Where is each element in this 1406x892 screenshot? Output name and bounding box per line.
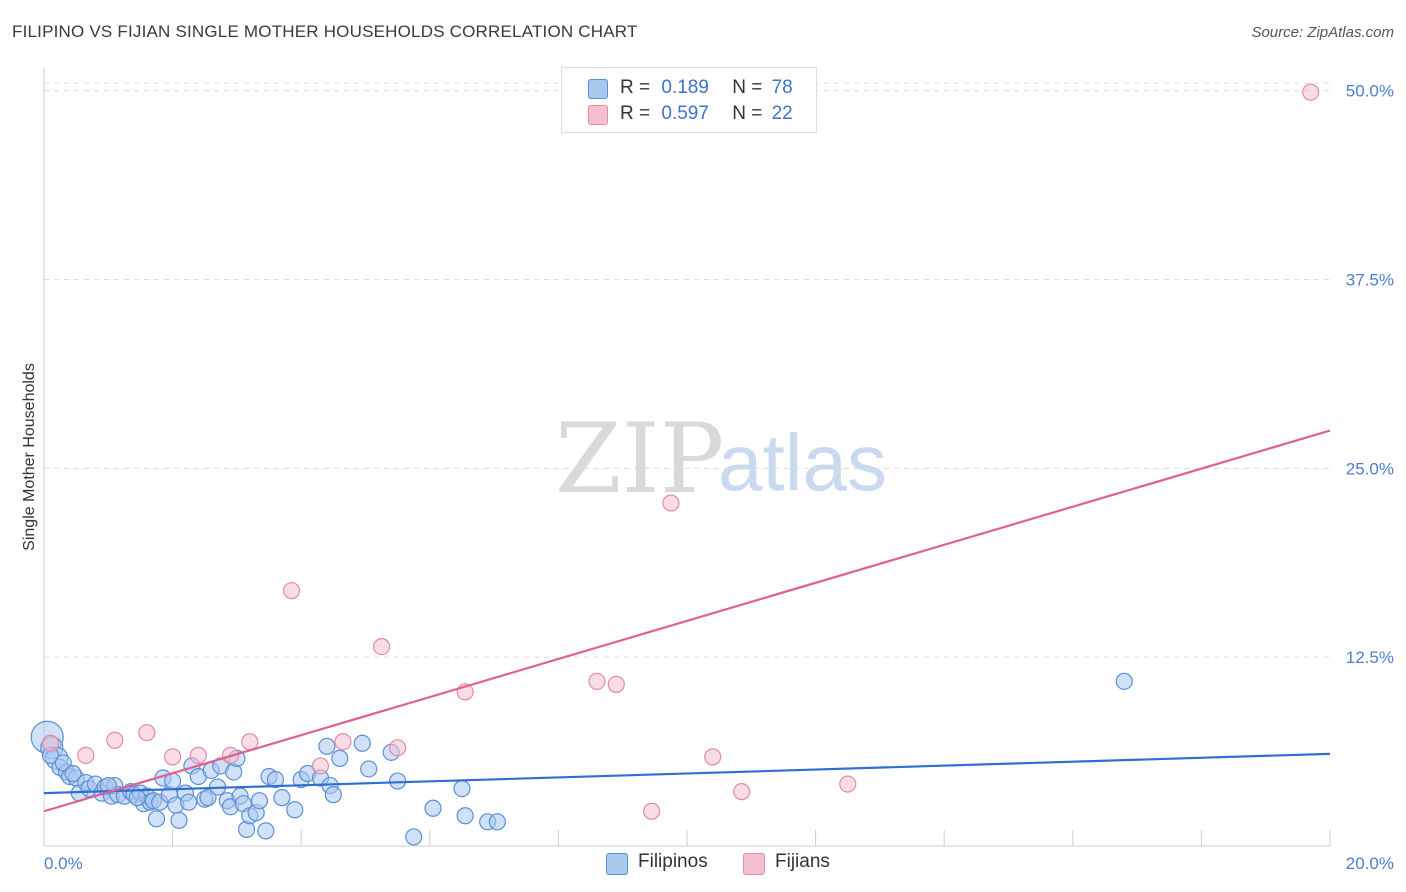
n-value: 22 [771,103,793,124]
watermark: ZIP atlas [555,403,887,515]
fijian-point [389,739,407,757]
fijians-swatch [588,105,608,125]
r-label: R = [620,77,651,98]
fijians-legend-swatch [743,853,765,875]
filipino-point [405,828,423,846]
filipino-point [331,749,349,767]
y-tick-label: 25.0% [1346,459,1394,478]
fijian-point [241,733,259,751]
filipino-point [318,737,336,755]
filipino-point [424,799,442,817]
n-value: 78 [771,77,793,98]
filipino-point [128,789,146,807]
filipino-point [99,776,117,795]
filipino-point [180,793,198,811]
fijian-point [733,783,751,801]
fijians-points [41,83,1320,820]
x-tick-label-min: 0.0% [44,854,83,873]
filipino-point [273,789,291,807]
filipinos-legend-label: Filipinos [638,851,708,872]
fijian-point [282,582,301,600]
filipino-point [54,754,72,772]
y-tick-label: 37.5% [1346,270,1394,289]
fijian-point [164,748,182,766]
filipino-point [64,764,82,783]
fijian-point [106,731,124,749]
fijian-point [189,746,207,764]
fijian-point [704,748,722,766]
filipino-trendline [43,752,1331,795]
fijians-legend-label: Fijians [775,851,830,872]
r-value: 0.597 [661,103,709,124]
filipino-point [147,810,166,828]
correlation-legend: R = 0.189 N = 78 R = 0.597 N = 22 [561,67,817,133]
fijian-point [334,733,352,751]
legend-text-fijians: R = 0.597 N = 22 [620,103,793,125]
legend-text-filipinos: R = 0.189 N = 78 [620,77,793,99]
n-label: N = [732,103,763,124]
filipino-point [453,779,471,798]
filipinos-swatch [588,79,608,99]
y-tick-label: 12.5% [1346,648,1394,667]
fijian-point [662,494,680,512]
source-label: Source: ZipAtlas.com [1251,24,1394,41]
filipino-point [360,760,378,778]
fijian-point [372,637,391,656]
filipino-point [257,822,275,840]
y-tick-labels: 12.5% 25.0% 37.5% 50.0% [1346,82,1394,668]
gridlines [44,82,1330,658]
fijian-point [839,775,857,793]
filipino-point [456,807,474,825]
filipino-point [389,772,407,790]
fijian-point [588,672,606,690]
x-tick-label-max: 20.0% [1346,854,1394,873]
fijian-point [607,675,625,693]
filipino-point [1115,672,1133,690]
filipino-point [286,801,304,819]
n-label: N = [732,77,763,98]
y-tick-label: 50.0% [1346,82,1394,101]
fijian-point [138,724,156,742]
filipino-point [324,786,342,804]
trendlines [43,429,1331,813]
x-ticks [43,830,1331,846]
watermark-zip: ZIP [555,403,724,515]
fijian-point [1302,83,1320,101]
filipino-point [199,789,217,807]
filipino-point [266,770,285,789]
filipino-point [353,734,371,752]
y-axis-label: Single Mother Households [21,363,38,551]
fijian-point [41,734,60,752]
filipino-point [170,811,188,829]
fijian-point [311,757,330,775]
r-label: R = [620,103,651,124]
fijian-trendline [43,429,1331,813]
fijian-point [643,802,661,820]
r-value: 0.189 [661,77,709,98]
filipinos-legend-swatch [606,853,628,875]
watermark-atlas: atlas [718,418,887,507]
chart-title: FILIPINO VS FIJIAN SINGLE MOTHER HOUSEHO… [12,22,638,41]
filipino-point [250,792,269,810]
fijian-point [77,746,95,764]
filipino-point [488,813,506,831]
